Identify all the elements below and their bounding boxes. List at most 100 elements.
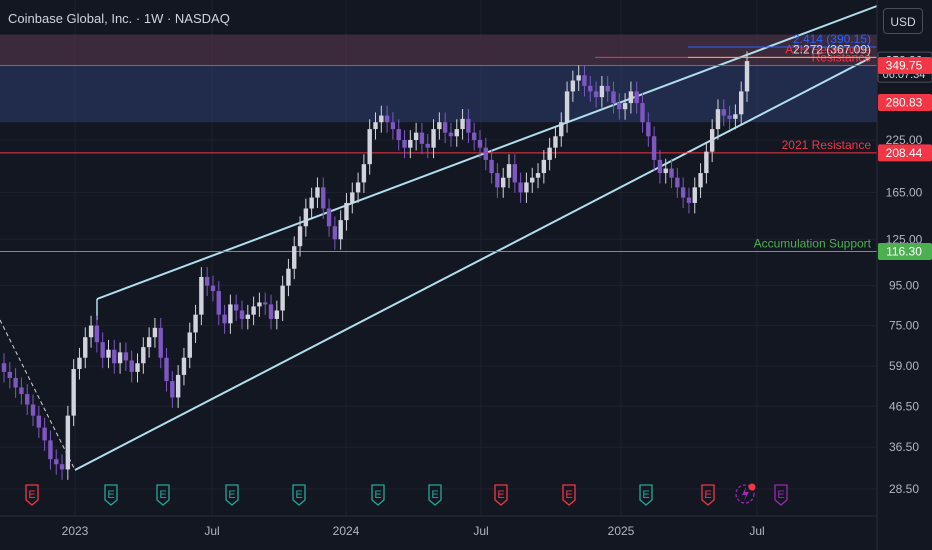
- earnings-marker-label: E: [565, 489, 572, 501]
- candle-body: [367, 129, 372, 165]
- candle-body: [564, 91, 570, 123]
- candle-body: [71, 368, 76, 416]
- candle-body: [471, 132, 477, 140]
- earnings-marker-label: E: [374, 489, 381, 501]
- candle-body: [204, 276, 210, 286]
- candle-body: [228, 304, 233, 324]
- candle-body: [715, 109, 721, 130]
- candle-body: [30, 404, 36, 416]
- candle-body: [686, 197, 692, 203]
- candle-body: [373, 122, 378, 130]
- candle-body: [187, 332, 192, 358]
- chart-title: Coinbase Global, Inc. · 1W · NASDAQ: [8, 11, 230, 26]
- lightning-icon: [742, 487, 749, 501]
- candle-body: [669, 168, 674, 178]
- candle-body: [448, 132, 454, 137]
- candle-body: [268, 304, 274, 319]
- candle-body: [384, 115, 390, 123]
- level-label: 2021 Resistance: [782, 138, 872, 152]
- candle-body: [622, 103, 628, 110]
- candle-body: [541, 159, 547, 174]
- candle-body: [263, 302, 268, 305]
- candle-body: [582, 75, 587, 86]
- candle-body: [239, 310, 245, 319]
- candle-body: [477, 140, 483, 148]
- candle-body: [483, 147, 488, 160]
- earnings-marker: [494, 484, 508, 506]
- candle-body: [48, 440, 53, 460]
- candle-body: [112, 349, 117, 364]
- earnings-marker-label: E: [228, 489, 235, 501]
- candle-body: [164, 357, 169, 382]
- price-axis[interactable]: 225.00 165.00 125.00 95.00 75.00 59.00 46.50 36…: [886, 133, 923, 496]
- price-badge-label: 349.75: [886, 58, 923, 72]
- price-badge-label: 280.83: [886, 96, 923, 110]
- candle-body: [152, 327, 158, 338]
- candle-body: [518, 182, 523, 193]
- candle-body: [233, 304, 239, 311]
- candle-body: [94, 325, 100, 343]
- candle-body: [466, 118, 471, 133]
- earnings-marker-label: E: [159, 489, 166, 501]
- earnings-marker-label: E: [704, 489, 711, 501]
- y-tick-label: 95.00: [889, 279, 919, 293]
- candle-body: [559, 122, 564, 137]
- earnings-marker: [774, 484, 788, 506]
- price-badge: [878, 242, 932, 260]
- candle-body: [593, 91, 599, 98]
- candle-body: [547, 147, 552, 160]
- time-axis[interactable]: 2023 Jul 2024 Jul 2025 Jul: [62, 524, 765, 538]
- candle-body: [222, 314, 227, 324]
- currency-button[interactable]: USD: [883, 8, 923, 34]
- candle-body: [442, 122, 448, 133]
- level-label: ATH Resistance: [785, 42, 871, 56]
- candle-body: [675, 177, 680, 188]
- candle-body: [286, 268, 291, 286]
- candle-body: [379, 115, 384, 123]
- grid: [0, 0, 877, 516]
- candle-body: [512, 164, 518, 183]
- price-badge: [878, 56, 932, 74]
- candle-body: [338, 220, 343, 240]
- fib-label: 2.272 (367.09): [793, 42, 871, 56]
- candle-body: [588, 85, 593, 92]
- candle-body: [628, 91, 634, 104]
- candle-body: [651, 136, 657, 160]
- candle-body: [117, 352, 123, 364]
- candle-body: [506, 164, 512, 178]
- candle-body: [361, 164, 367, 183]
- y-tick-label: 36.50: [889, 440, 919, 454]
- candle-body: [326, 208, 332, 227]
- earnings-marker: [292, 484, 306, 506]
- candle-body: [129, 360, 134, 372]
- candle-body: [744, 61, 750, 92]
- candle-body: [123, 352, 129, 361]
- candle-body: [692, 187, 697, 203]
- candle-body: [663, 168, 668, 174]
- candle-body: [297, 226, 303, 247]
- x-tick-label: Jul: [204, 524, 219, 538]
- candle-body: [680, 187, 686, 198]
- candle-body: [489, 159, 494, 174]
- candle-body: [617, 103, 622, 110]
- candle-body: [355, 182, 361, 193]
- earnings-marker: [428, 484, 442, 506]
- candle-body: [251, 306, 256, 315]
- candle-body: [390, 122, 396, 130]
- candle-body: [54, 459, 59, 465]
- earnings-marker: [104, 484, 118, 506]
- candle-body: [454, 129, 459, 137]
- candle-body: [640, 103, 645, 123]
- y-tick-label: 75.00: [889, 319, 919, 333]
- y-tick-label: 225.00: [886, 133, 923, 147]
- candle-body: [13, 377, 18, 388]
- candle-body: [216, 291, 221, 315]
- candle-body: [553, 136, 558, 148]
- candle-body: [425, 143, 430, 148]
- level-label: Accumulation Support: [754, 236, 872, 250]
- x-tick-label: Jul: [749, 524, 764, 538]
- candle-body: [274, 310, 280, 319]
